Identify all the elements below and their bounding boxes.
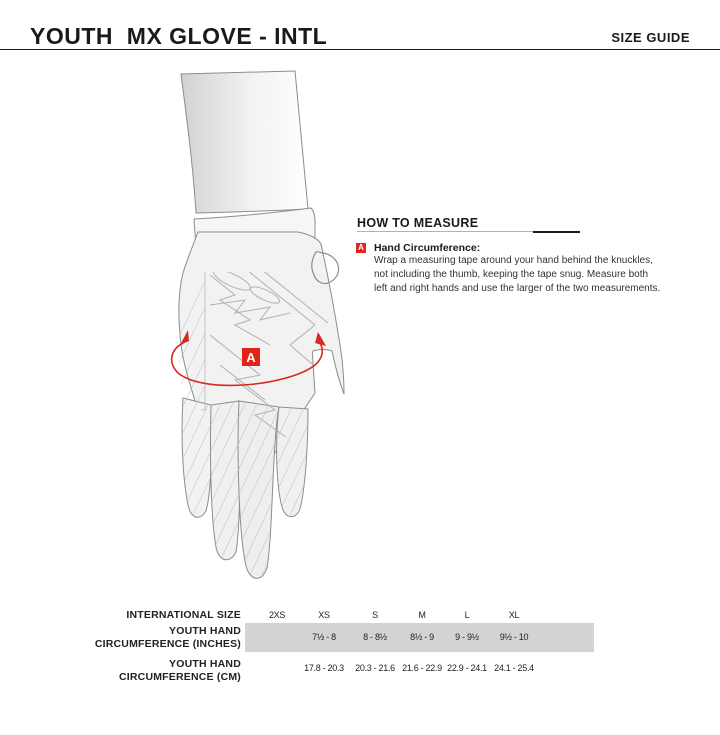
svg-text:A: A — [246, 350, 256, 365]
